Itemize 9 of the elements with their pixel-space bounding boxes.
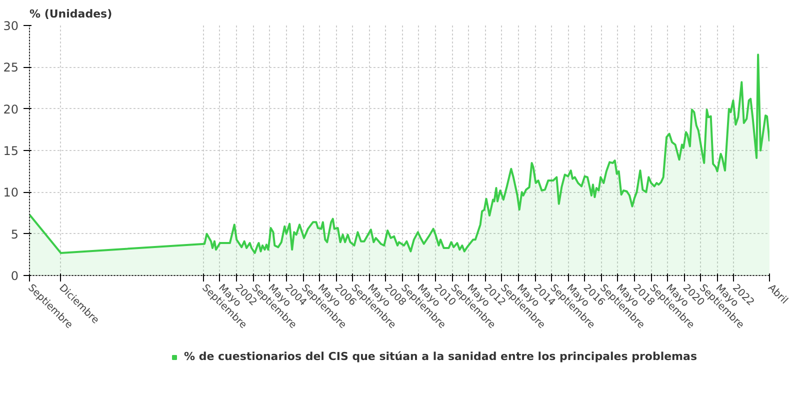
y-axis-title: % (Unidades)	[30, 8, 112, 20]
legend-label: % de cuestionarios del CIS que sitúan a la sanidad entre los principales problemas	[184, 350, 697, 363]
y-tick-label: 15	[3, 144, 19, 158]
y-tick-label: 10	[3, 186, 19, 200]
y-tick-label: 30	[3, 19, 19, 33]
y-tick-label: 20	[3, 102, 19, 116]
y-tick-label: 5	[10, 227, 19, 242]
y-tick-label: 0	[10, 269, 19, 283]
y-tick-label: 25	[3, 60, 19, 75]
